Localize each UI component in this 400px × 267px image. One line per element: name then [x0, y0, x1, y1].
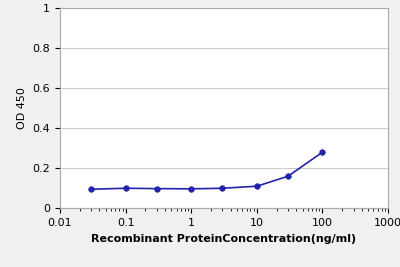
Y-axis label: OD 450: OD 450 — [17, 87, 27, 129]
X-axis label: Recombinant ProteinConcentration(ng/ml): Recombinant ProteinConcentration(ng/ml) — [92, 234, 356, 244]
